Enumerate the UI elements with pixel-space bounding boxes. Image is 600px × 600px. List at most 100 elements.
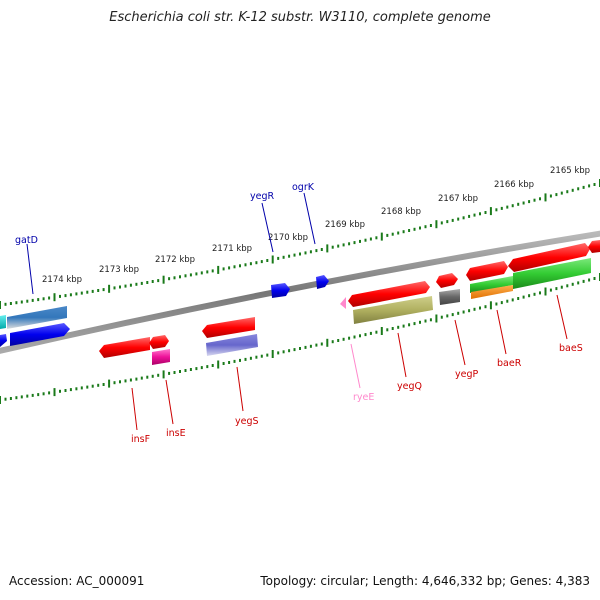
outer-minor-tick	[102, 288, 105, 292]
inner-minor-tick	[20, 395, 23, 399]
inner-minor-tick	[348, 336, 351, 340]
gene-blue-edge[interactable]	[0, 334, 7, 347]
label-gatD: gatD	[15, 235, 38, 246]
gene-baeR[interactable]	[470, 276, 513, 293]
inner-minor-tick	[413, 322, 416, 326]
inner-minor-tick	[484, 305, 487, 309]
outer-minor-tick	[446, 220, 449, 224]
outer-minor-tick	[244, 263, 247, 267]
inner-minor-tick	[37, 393, 40, 397]
inner-minor-tick	[9, 397, 12, 400]
outer-minor-tick	[140, 281, 143, 285]
inner-minor-tick	[15, 396, 18, 400]
gene-yegS-lower[interactable]	[206, 334, 258, 356]
outer-minor-tick	[506, 205, 509, 209]
inner-minor-tick	[42, 392, 45, 396]
gene-gatD[interactable]	[7, 306, 67, 329]
inner-minor-tick	[560, 285, 563, 289]
gene-ryeE[interactable]	[340, 297, 346, 309]
inner-minor-tick	[462, 310, 465, 314]
outer-minor-tick	[468, 214, 471, 218]
gene-yegP[interactable]	[439, 289, 460, 305]
inner-major-tick	[217, 360, 220, 369]
gene-yegS[interactable]	[202, 317, 255, 338]
outer-minor-tick	[315, 249, 318, 253]
outer-minor-tick	[331, 245, 334, 249]
outer-minor-tick	[59, 294, 61, 298]
outer-minor-tick	[299, 252, 301, 256]
outer-minor-tick	[75, 292, 78, 296]
outer-minor-tick	[86, 290, 89, 294]
outer-minor-tick	[320, 248, 323, 251]
gene-yegQ[interactable]	[353, 296, 433, 324]
outer-minor-tick	[239, 264, 241, 268]
inner-minor-tick	[359, 334, 361, 338]
inner-minor-tick	[397, 325, 400, 329]
outer-minor-tick	[157, 279, 160, 283]
outer-minor-tick	[353, 241, 356, 245]
inner-minor-tick	[211, 364, 214, 367]
outer-minor-tick	[397, 231, 400, 235]
inner-minor-tick	[75, 387, 78, 391]
inner-major-tick	[108, 379, 111, 388]
inner-minor-tick	[309, 344, 312, 348]
inner-minor-tick	[549, 288, 552, 292]
inner-minor-tick	[451, 313, 454, 317]
outer-minor-tick	[206, 270, 209, 274]
inner-minor-tick	[266, 353, 269, 357]
gene-ogrK[interactable]	[316, 275, 329, 289]
tick-label-2174: 2174 kbp	[42, 275, 82, 285]
outer-minor-tick	[211, 269, 214, 273]
inner-minor-tick	[588, 278, 591, 282]
outer-minor-tick	[348, 242, 351, 246]
outer-minor-tick	[91, 289, 94, 293]
inner-minor-tick	[260, 354, 263, 358]
outer-minor-tick	[42, 297, 45, 301]
inner-minor-tick	[369, 331, 372, 335]
outer-major-tick	[217, 265, 220, 274]
gene-cyan-fragment[interactable]	[0, 315, 6, 329]
outer-major-tick	[53, 293, 56, 302]
gene-baeR-lower[interactable]	[471, 285, 513, 299]
inner-minor-tick	[582, 279, 585, 283]
gene-edge-forward[interactable]	[588, 240, 600, 253]
inner-minor-tick	[517, 297, 520, 300]
outer-minor-tick	[369, 237, 372, 241]
outer-minor-tick	[189, 273, 192, 277]
gene-insF[interactable]	[99, 337, 150, 358]
outer-minor-tick	[566, 190, 569, 194]
inner-minor-tick	[69, 388, 72, 392]
inner-minor-tick	[331, 340, 334, 344]
gene-baeS-forward[interactable]	[508, 243, 590, 272]
inner-minor-tick	[293, 348, 296, 352]
inner-minor-tick	[48, 391, 51, 395]
inner-minor-tick	[151, 374, 154, 378]
gene-insE-lower[interactable]	[152, 349, 170, 365]
outer-minor-tick	[375, 236, 378, 240]
gene-insE[interactable]	[149, 335, 169, 349]
inner-minor-tick	[500, 301, 503, 305]
inner-minor-tick	[233, 359, 236, 363]
inner-minor-tick	[91, 384, 94, 388]
gene-yegR[interactable]	[271, 283, 290, 298]
inner-minor-tick	[119, 380, 121, 384]
outer-minor-tick	[179, 275, 181, 279]
outer-minor-tick	[80, 291, 83, 295]
outer-minor-tick	[528, 200, 531, 204]
outer-minor-tick	[440, 221, 443, 225]
inner-minor-tick	[200, 366, 203, 370]
gene-yegQ-forward[interactable]	[348, 281, 430, 307]
inner-minor-tick	[255, 355, 258, 359]
outer-minor-tick	[124, 284, 127, 288]
inner-minor-tick	[473, 307, 476, 311]
gene-gatD-lower[interactable]	[10, 323, 70, 346]
outer-minor-tick	[560, 191, 563, 195]
outer-minor-tick	[4, 302, 7, 306]
gene-baeR-forward[interactable]	[466, 261, 508, 281]
gene-yegP-forward[interactable]	[436, 273, 458, 288]
inner-minor-tick	[342, 337, 345, 341]
gene-baeS[interactable]	[513, 258, 591, 289]
outer-minor-tick	[146, 281, 149, 284]
inner-minor-tick	[315, 343, 318, 347]
